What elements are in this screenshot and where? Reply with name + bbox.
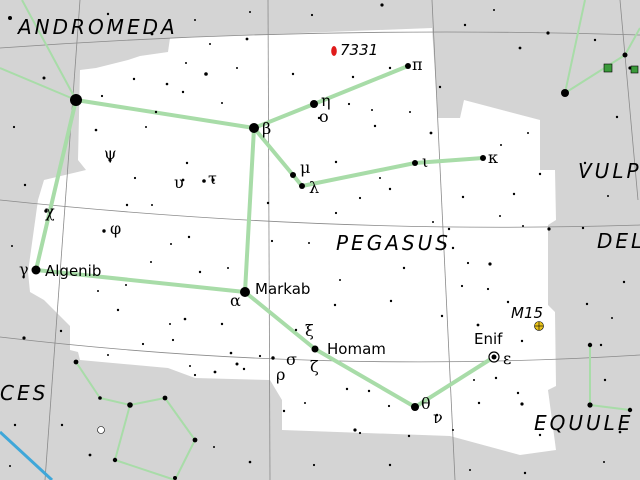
star-theta [411,403,419,411]
galaxy-outline-icon [97,426,105,434]
star-eta [310,100,318,108]
star-algenib [31,265,41,275]
andromeda-stick-figure [0,0,77,101]
label-m15: M15 [511,304,543,322]
pegasus-boundary-area [28,28,556,455]
star-lambda [299,183,305,189]
star-andromeda-2 [561,89,569,97]
label-ngc7331: 7331 [340,41,378,59]
star-kappa [480,155,486,161]
greek-theta: θ [421,394,431,413]
constellation-name-vulpecula: VULP [578,159,640,183]
greek-tau: τ [208,169,217,188]
neighbor-stick-figures [75,0,640,480]
greek-xi: ξ [305,321,314,340]
greek-omicron: ο [319,107,329,126]
constellation-name-pisces: CES [0,381,48,405]
constellation-name-pegasus: PEGASUS [336,231,451,255]
greek-upsilon: υ [174,173,184,192]
open-cluster-icons [603,63,639,74]
greek-gamma: γ [19,260,29,279]
greek-sigma: σ [286,350,297,369]
greek-chi: χ [45,202,55,221]
star-label-homam: Homam [327,340,386,358]
greek-epsilon: ε [503,349,511,368]
greek-pi: π [412,55,423,74]
star-markab [240,287,250,297]
field-stars [44,37,551,438]
greek-iota: ι [422,152,428,171]
greek-rho: ρ [276,365,285,384]
galaxy-ngc7331-icon [331,46,337,56]
greek-zeta: ζ [310,357,319,376]
star-alpheratz [70,94,82,106]
star-beta [249,123,259,133]
greek-phi: φ [110,219,121,238]
greek-beta: β [262,119,271,138]
star-label-algenib: Algenib [45,262,101,280]
greek-alpha: α [230,291,241,310]
constellation-name-equuleus: EQUULE [534,411,633,435]
ecliptic-line [0,430,54,480]
star-vulp [622,52,628,58]
greek-mu: μ [300,158,310,177]
greek-psi: ψ [104,144,117,163]
star-homam [311,345,319,353]
greek-nu: ν [433,408,443,427]
pegasus-stick-figure [34,64,496,409]
star-label-enif: Enif [474,330,503,348]
star-label-markab: Markab [255,280,310,298]
greek-kappa: κ [488,148,498,167]
constellation-name-delphinus: DEL [597,229,640,253]
globular-cluster-m15-icon [534,321,544,331]
greek-lambda: λ [309,178,319,197]
star-iota [412,160,418,166]
star-pi [405,63,411,69]
major-stars [31,52,628,411]
background-stars [8,3,633,480]
greek-eta: η [321,91,331,110]
star-enif [488,351,500,363]
constellation-name-andromeda: ANDROMEDA [16,15,178,39]
star-mu [290,172,296,178]
